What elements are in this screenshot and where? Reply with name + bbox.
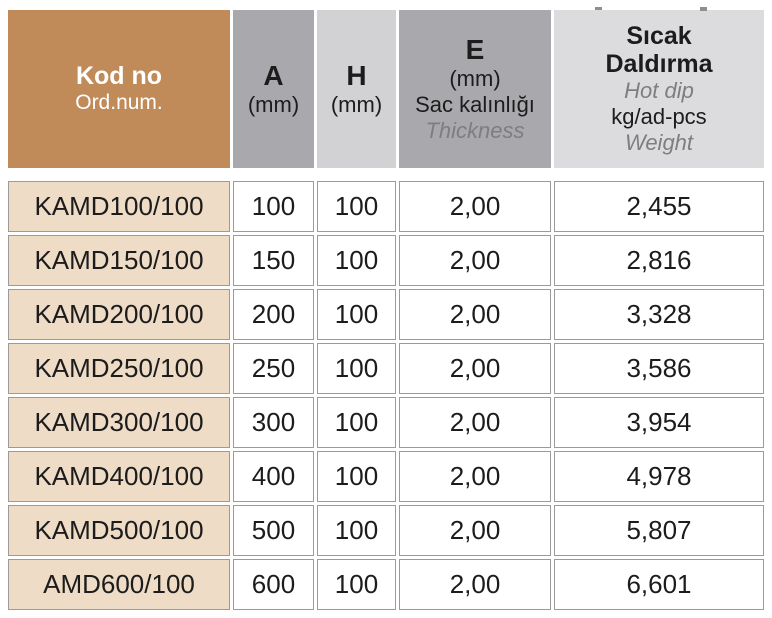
column-header-h: H (mm) bbox=[317, 10, 396, 168]
code-cell: KAMD250/100 bbox=[8, 343, 230, 394]
code-cell: KAMD300/100 bbox=[8, 397, 230, 448]
h-cell: 100 bbox=[317, 343, 396, 394]
e-cell: 2,00 bbox=[399, 343, 551, 394]
weight-cell: 3,586 bbox=[554, 343, 764, 394]
h-cell: 100 bbox=[317, 451, 396, 502]
e-cell: 2,00 bbox=[399, 181, 551, 232]
table-row: KAMD400/100 400 100 2,00 4,978 bbox=[8, 451, 764, 502]
cropped-glyph-artifact bbox=[595, 7, 602, 10]
e-cell: 2,00 bbox=[399, 235, 551, 286]
h-cell: 100 bbox=[317, 559, 396, 610]
h-cell: 100 bbox=[317, 235, 396, 286]
e-cell: 2,00 bbox=[399, 559, 551, 610]
weight-cell: 4,978 bbox=[554, 451, 764, 502]
h-title: H bbox=[346, 60, 367, 92]
a-cell: 300 bbox=[233, 397, 314, 448]
table-row: KAMD100/100 100 100 2,00 2,455 bbox=[8, 181, 764, 232]
e-unit: (mm) bbox=[449, 65, 501, 91]
a-cell: 150 bbox=[233, 235, 314, 286]
e-cell: 2,00 bbox=[399, 289, 551, 340]
e-label-english: Thickness bbox=[425, 117, 525, 143]
weight-label-hotdip: Hot dip bbox=[624, 78, 694, 104]
table-row: KAMD150/100 150 100 2,00 2,816 bbox=[8, 235, 764, 286]
a-cell: 400 bbox=[233, 451, 314, 502]
code-cell: KAMD400/100 bbox=[8, 451, 230, 502]
column-header-a: A (mm) bbox=[233, 10, 314, 168]
e-cell: 2,00 bbox=[399, 505, 551, 556]
table-row: KAMD250/100 250 100 2,00 3,586 bbox=[8, 343, 764, 394]
weight-cell: 5,807 bbox=[554, 505, 764, 556]
column-header-kod-no: Kod no Ord.num. bbox=[8, 10, 230, 168]
header-row: Kod no Ord.num. A (mm) H (mm) E (mm) Sac… bbox=[8, 10, 764, 168]
code-cell: KAMD200/100 bbox=[8, 289, 230, 340]
h-cell: 100 bbox=[317, 397, 396, 448]
code-cell: KAMD150/100 bbox=[8, 235, 230, 286]
weight-cell: 3,328 bbox=[554, 289, 764, 340]
weight-cell: 3,954 bbox=[554, 397, 764, 448]
a-cell: 500 bbox=[233, 505, 314, 556]
e-cell: 2,00 bbox=[399, 451, 551, 502]
h-cell: 100 bbox=[317, 505, 396, 556]
weight-title-line2: Daldırma bbox=[605, 50, 713, 79]
header-body-gap bbox=[8, 171, 764, 178]
e-title: E bbox=[465, 34, 485, 66]
product-spec-table: Kod no Ord.num. A (mm) H (mm) E (mm) Sac… bbox=[5, 7, 767, 613]
code-cell: KAMD500/100 bbox=[8, 505, 230, 556]
h-cell: 100 bbox=[317, 289, 396, 340]
kod-no-title: Kod no bbox=[75, 62, 163, 91]
a-cell: 250 bbox=[233, 343, 314, 394]
e-cell: 2,00 bbox=[399, 397, 551, 448]
a-cell: 600 bbox=[233, 559, 314, 610]
h-cell: 100 bbox=[317, 181, 396, 232]
table-row: KAMD300/100 300 100 2,00 3,954 bbox=[8, 397, 764, 448]
code-cell: AMD600/100 bbox=[8, 559, 230, 610]
weight-cell: 2,816 bbox=[554, 235, 764, 286]
weight-title-line1: Sıcak bbox=[626, 22, 692, 51]
a-unit: (mm) bbox=[247, 91, 300, 117]
weight-unit: kg/ad-pcs bbox=[611, 104, 707, 130]
cropped-glyph-artifact bbox=[700, 7, 707, 11]
weight-label-english: Weight bbox=[624, 129, 694, 155]
weight-cell: 6,601 bbox=[554, 559, 764, 610]
kod-no-subtitle: Ord.num. bbox=[75, 91, 163, 115]
table-row: AMD600/100 600 100 2,00 6,601 bbox=[8, 559, 764, 610]
column-header-e: E (mm) Sac kalınlığı Thickness bbox=[399, 10, 551, 168]
code-cell: KAMD100/100 bbox=[8, 181, 230, 232]
e-label-turkish: Sac kalınlığı bbox=[415, 91, 535, 117]
column-header-weight: Sıcak Daldırma Hot dip kg/ad-pcs Weight bbox=[554, 10, 764, 168]
h-unit: (mm) bbox=[330, 91, 383, 117]
table-row: KAMD200/100 200 100 2,00 3,328 bbox=[8, 289, 764, 340]
weight-cell: 2,455 bbox=[554, 181, 764, 232]
a-title: A bbox=[263, 60, 284, 92]
table-row: KAMD500/100 500 100 2,00 5,807 bbox=[8, 505, 764, 556]
a-cell: 100 bbox=[233, 181, 314, 232]
a-cell: 200 bbox=[233, 289, 314, 340]
